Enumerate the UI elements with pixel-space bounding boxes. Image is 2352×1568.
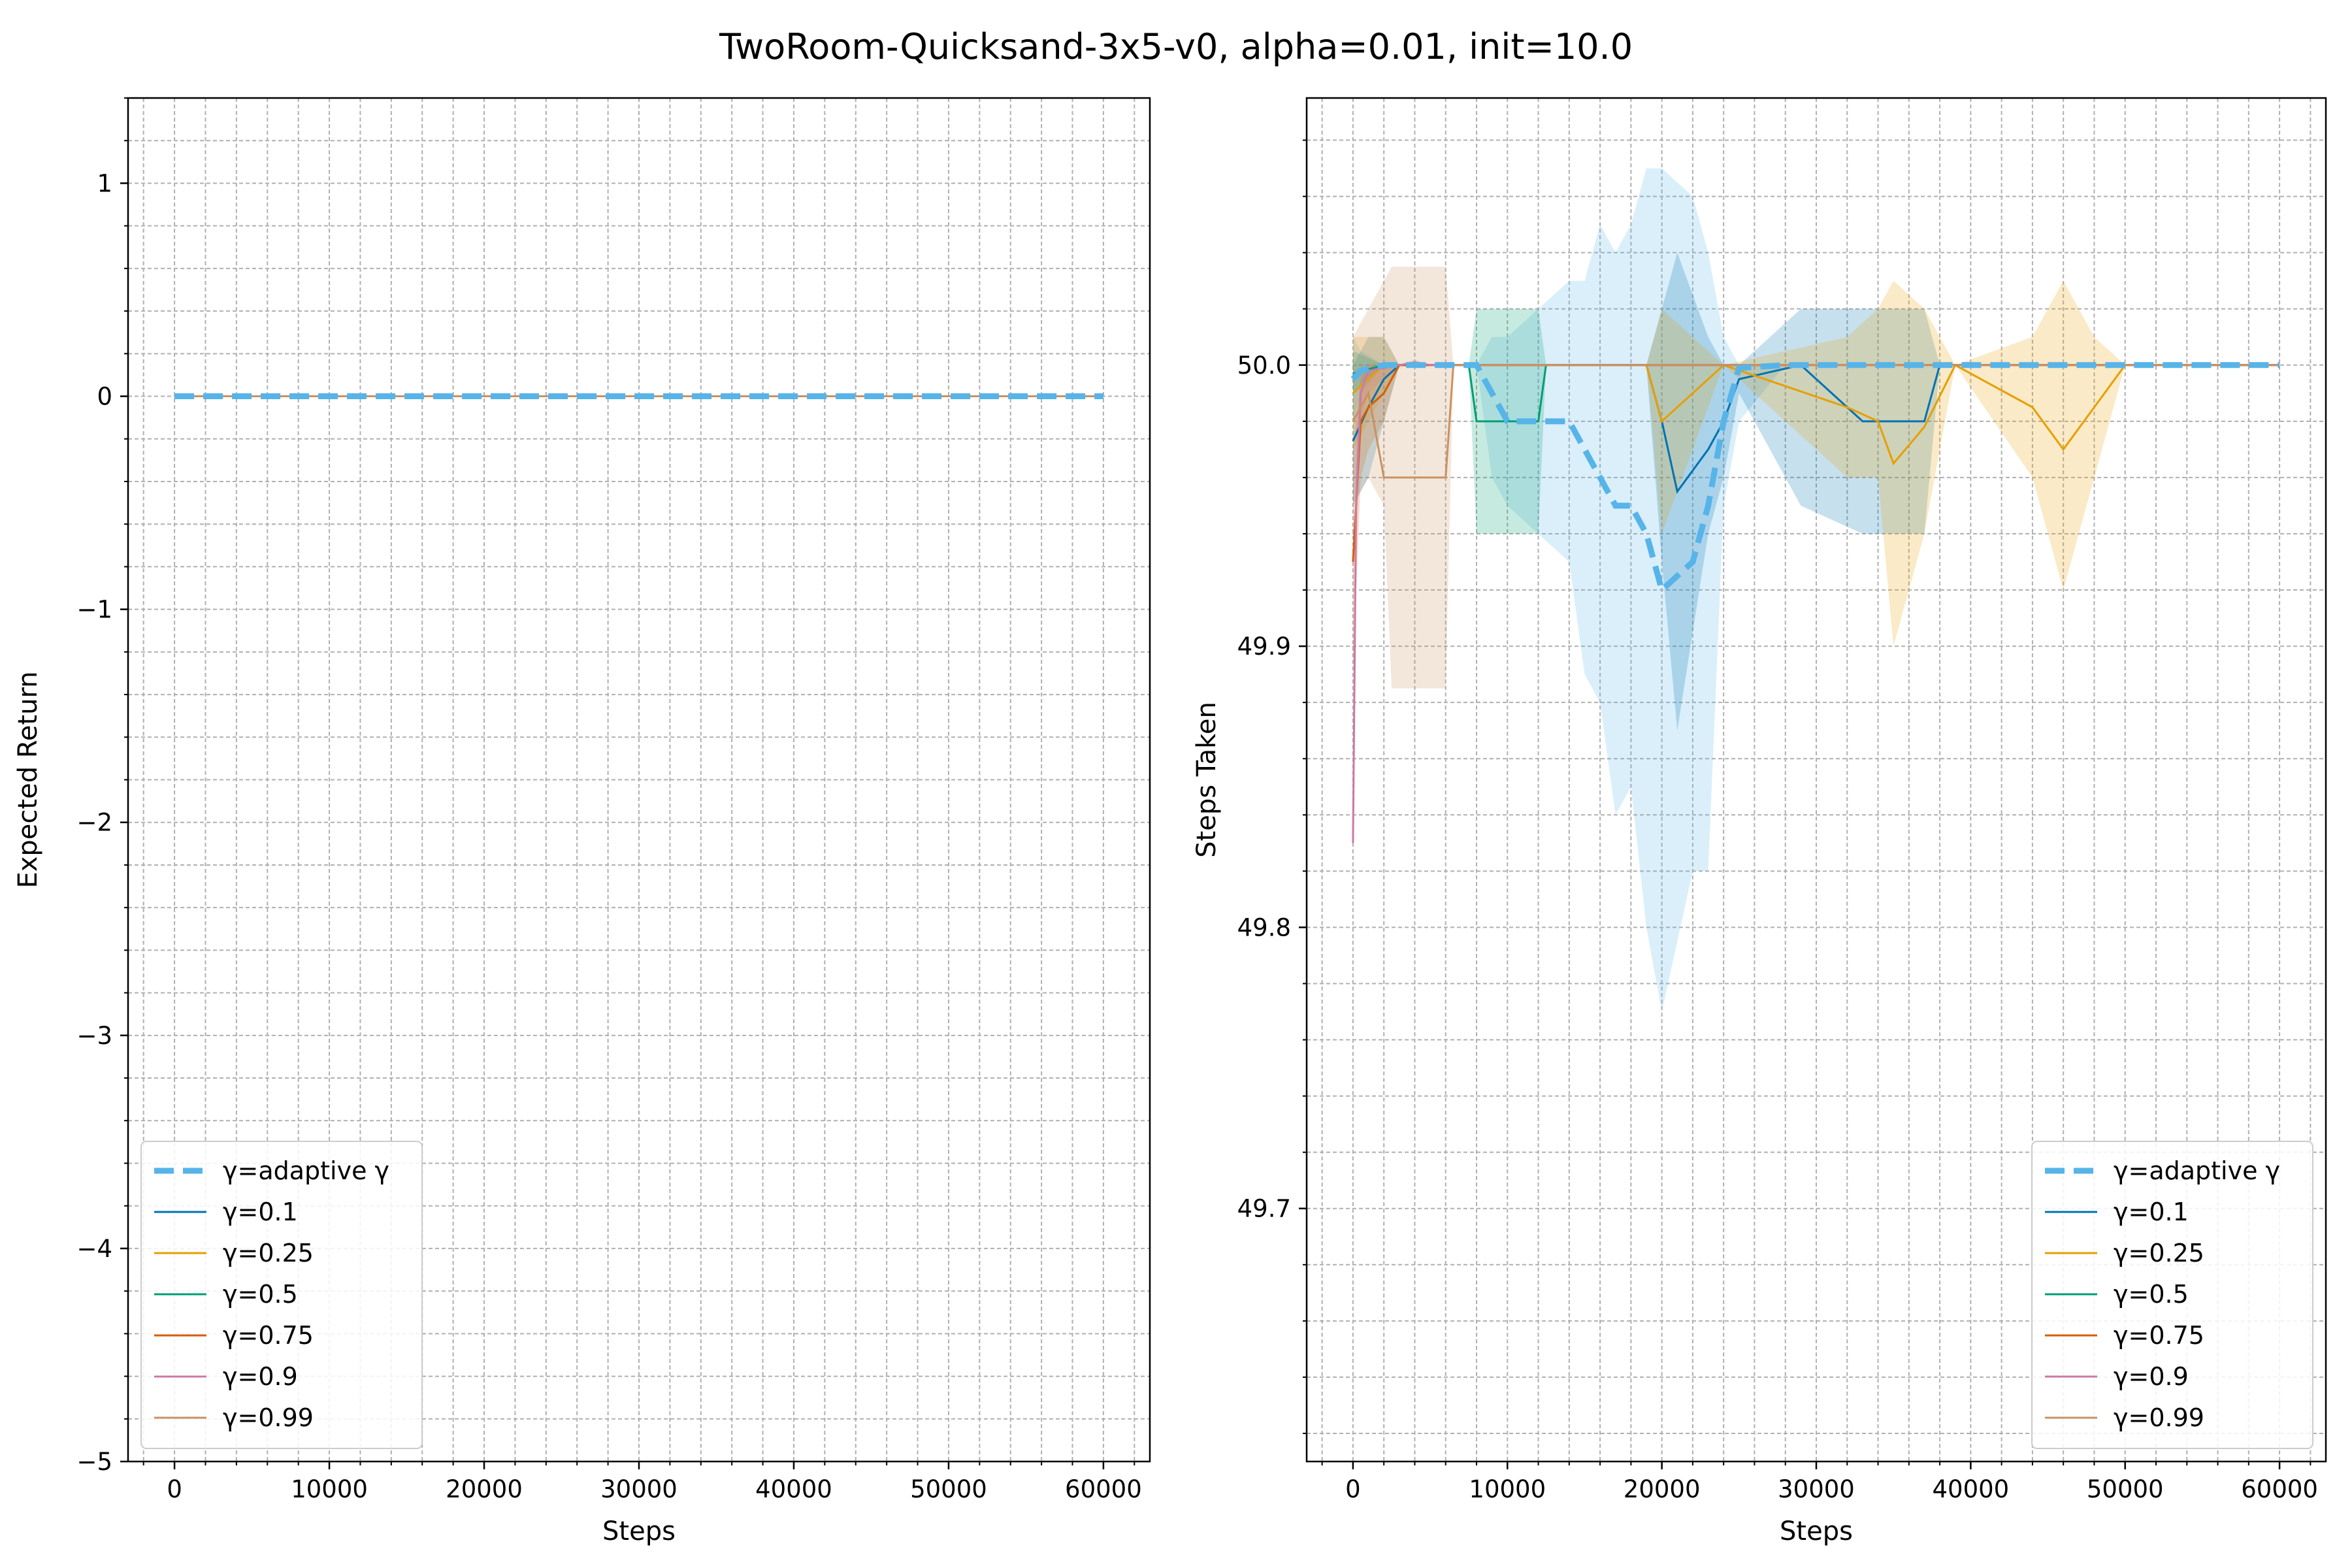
x-tick-label: 30000 xyxy=(600,1475,678,1503)
legend-label: γ=0.75 xyxy=(2114,1321,2204,1350)
y-tick-label: 50.0 xyxy=(1237,351,1291,380)
legend-label: γ=0.99 xyxy=(2114,1403,2204,1432)
y-tick-label: −3 xyxy=(76,1022,112,1050)
right-panel-steps-taken: 0 10000 20000 30000 40000 50000 60000 50.0 49.9 4… xyxy=(1192,97,2327,1546)
legend-label: γ=0.1 xyxy=(223,1198,298,1226)
x-tick-label: 10000 xyxy=(291,1475,368,1503)
x-tick-label: 60000 xyxy=(1065,1475,1142,1503)
legend-label: γ=0.5 xyxy=(2114,1280,2189,1309)
x-tick-label: 10000 xyxy=(1469,1475,1546,1503)
series-line xyxy=(1350,362,2280,596)
legend-label: γ=0.25 xyxy=(223,1239,314,1267)
legend: γ=adaptive γ γ=0.1 γ=0.25 γ=0.5 γ=0.75 γ=0.9 γ… xyxy=(140,1141,423,1449)
series-line xyxy=(1352,364,2280,494)
legend-box xyxy=(140,1141,423,1449)
x-tick-label: 0 xyxy=(167,1475,182,1503)
legend-label: γ=adaptive γ xyxy=(2114,1156,2280,1185)
y-tick-label: 0 xyxy=(97,383,112,411)
y-axis-label: Steps Taken xyxy=(1192,702,1222,858)
x-axis-label: Steps xyxy=(602,1516,676,1546)
legend-label: γ=0.99 xyxy=(223,1403,314,1432)
y-tick-label: −4 xyxy=(76,1235,112,1263)
plot-area xyxy=(1350,168,2280,1012)
x-tick-label: 60000 xyxy=(2241,1475,2318,1503)
x-axis-label: Steps xyxy=(1780,1516,1853,1546)
legend-label: γ=0.1 xyxy=(2114,1198,2189,1226)
confidence-band xyxy=(1352,168,2280,1012)
y-tick-label: −5 xyxy=(76,1448,112,1476)
y-tick-label: 49.9 xyxy=(1237,632,1291,661)
x-tick-label: 50000 xyxy=(2087,1475,2164,1503)
confidence-band xyxy=(1352,280,2280,647)
x-tick-label: 20000 xyxy=(446,1475,523,1503)
legend-box xyxy=(2031,1141,2313,1449)
x-tick-label: 40000 xyxy=(755,1475,832,1503)
y-tick-label: −2 xyxy=(76,809,112,837)
confidence-band xyxy=(1352,252,2280,731)
confidence-band xyxy=(1352,267,2280,689)
x-tick-label: 50000 xyxy=(910,1475,987,1503)
y-tick-label: −1 xyxy=(76,596,112,624)
y-tick-label: 49.7 xyxy=(1237,1195,1291,1223)
y-tick-label: 1 xyxy=(97,169,112,197)
legend: γ=adaptive γ γ=0.1 γ=0.25 γ=0.5 γ=0.75 γ=0.9 γ… xyxy=(2031,1141,2313,1449)
x-tick-label: 30000 xyxy=(1778,1475,1855,1503)
legend-label: γ=adaptive γ xyxy=(223,1156,389,1185)
legend-label: γ=0.9 xyxy=(2114,1362,2189,1391)
x-tick-label: 20000 xyxy=(1624,1475,1701,1503)
legend-label: γ=0.9 xyxy=(223,1362,298,1391)
legend-label: γ=0.25 xyxy=(2114,1239,2204,1267)
left-panel-expected-return: 0 10000 20000 30000 40000 50000 60000 1 0 −1 −2 −3 −… xyxy=(13,97,1151,1546)
legend-label: γ=0.75 xyxy=(223,1321,314,1350)
y-axis-label: Expected Return xyxy=(13,671,43,888)
legend-label: γ=0.5 xyxy=(223,1280,298,1309)
figure-title: TwoRoom-Quicksand-3x5-v0, alpha=0.01, in… xyxy=(719,26,1633,67)
x-tick-label: 40000 xyxy=(1933,1475,2010,1503)
y-tick-label: 49.8 xyxy=(1237,913,1291,941)
x-tick-label: 0 xyxy=(1345,1475,1361,1503)
